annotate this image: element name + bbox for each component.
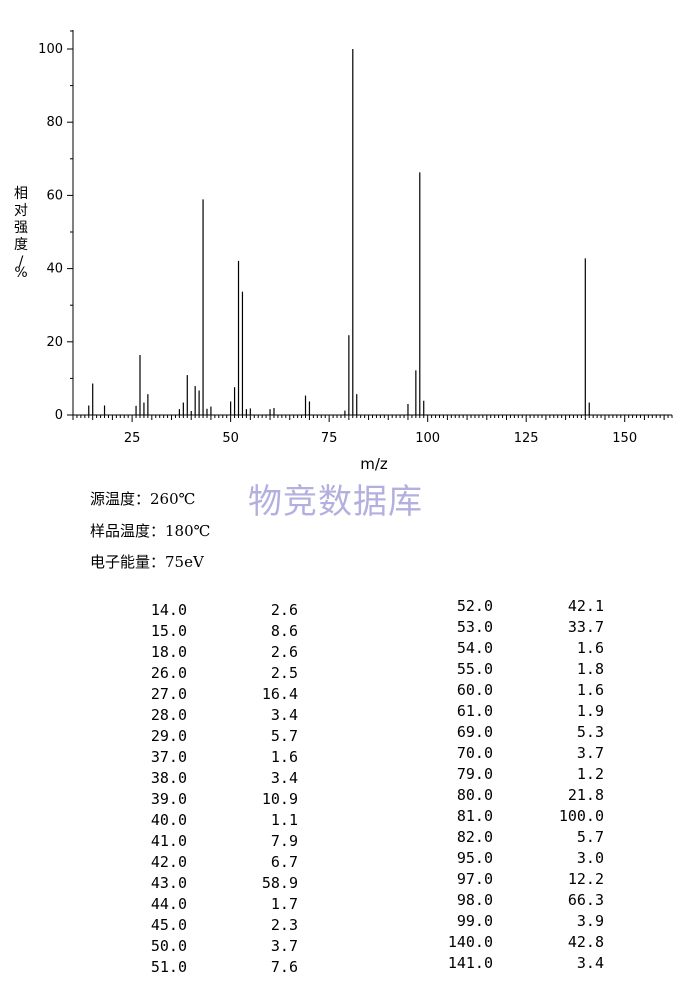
mz-value: 18.0: [150, 643, 187, 661]
x-tick-label: 25: [124, 431, 141, 446]
x-tick-label: 75: [321, 431, 338, 446]
intensity-value: 3.4: [576, 954, 604, 972]
mz-value: 14.0: [150, 601, 187, 619]
mz-value: 97.0: [456, 870, 493, 888]
intensity-value: 7.9: [270, 832, 298, 850]
intensity-value: 5.7: [576, 828, 604, 846]
electron-energy: 电子能量：75eV: [90, 553, 204, 571]
mz-value: 80.0: [456, 786, 493, 804]
y-tick-label: 20: [46, 335, 63, 350]
mz-value: 37.0: [150, 748, 187, 766]
x-tick-label: 100: [415, 431, 440, 446]
mz-value: 50.0: [150, 937, 187, 955]
mz-value: 15.0: [150, 622, 187, 640]
intensity-value: 1.8: [576, 660, 604, 678]
intensity-value: 2.5: [270, 664, 298, 682]
intensity-value: 2.3: [270, 916, 298, 934]
mz-value: 43.0: [150, 874, 187, 892]
x-tick-label: 50: [222, 431, 239, 446]
y-tick-label: 40: [46, 262, 63, 277]
intensity-value: 1.1: [270, 811, 298, 829]
mz-value: 61.0: [456, 702, 493, 720]
peak-bars: [88, 49, 590, 415]
intensity-value: 3.9: [576, 912, 604, 930]
y-tick-label: 60: [46, 188, 63, 203]
intensity-value: 8.6: [270, 622, 298, 640]
mz-value: 44.0: [150, 895, 187, 913]
intensity-value: 2.6: [270, 643, 298, 661]
intensity-value: 3.7: [576, 744, 604, 762]
watermark-text: 物竞数据库: [248, 482, 423, 522]
mz-value: 27.0: [150, 685, 187, 703]
mz-value: 95.0: [456, 849, 493, 867]
intensity-value: 2.6: [270, 601, 298, 619]
y-tick-label: 0: [55, 408, 63, 423]
intensity-value: 12.2: [567, 870, 604, 888]
mz-value: 141.0: [447, 954, 493, 972]
mz-value: 79.0: [456, 765, 493, 783]
mz-value: 99.0: [456, 912, 493, 930]
mz-value: 81.0: [456, 807, 493, 825]
mz-value: 45.0: [150, 916, 187, 934]
intensity-value: 16.4: [261, 685, 298, 703]
mz-value: 60.0: [456, 681, 493, 699]
intensity-value: 1.7: [270, 895, 298, 913]
intensity-value: 1.6: [270, 748, 298, 766]
intensity-value: 7.6: [270, 958, 298, 976]
intensity-value: 100.0: [558, 807, 604, 825]
intensity-value: 42.8: [567, 933, 604, 951]
y-tick-label: 80: [46, 115, 63, 130]
intensity-value: 1.6: [576, 681, 604, 699]
mz-value: 98.0: [456, 891, 493, 909]
intensity-value: 3.7: [270, 937, 298, 955]
intensity-value: 6.7: [270, 853, 298, 871]
intensity-value: 3.4: [270, 769, 298, 787]
intensity-value: 42.1: [567, 597, 604, 615]
mz-value: 40.0: [150, 811, 187, 829]
x-axis-label: m/z: [360, 455, 388, 473]
intensity-value: 66.3: [567, 891, 604, 909]
mz-value: 39.0: [150, 790, 187, 808]
y-tick-label: 100: [38, 42, 63, 57]
sample-temperature: 样品温度：180℃: [90, 522, 211, 540]
y-axis-label: 相对强度/%: [14, 186, 28, 281]
intensity-value: 3.4: [270, 706, 298, 724]
intensity-value: 21.8: [567, 786, 604, 804]
mz-value: 26.0: [150, 664, 187, 682]
mz-value: 53.0: [456, 618, 493, 636]
intensity-value: 1.6: [576, 639, 604, 657]
mz-value: 41.0: [150, 832, 187, 850]
mz-value: 55.0: [456, 660, 493, 678]
intensity-value: 1.2: [576, 765, 604, 783]
mz-value: 51.0: [150, 958, 187, 976]
x-axis: 25 50 75 100 125 150: [72, 414, 673, 446]
y-axis: 0 20 40 60 80 100: [38, 30, 74, 423]
mz-value: 42.0: [150, 853, 187, 871]
intensity-value: 10.9: [261, 790, 298, 808]
source-temperature: 源温度：260℃: [90, 490, 196, 508]
intensity-value: 1.9: [576, 702, 604, 720]
intensity-value: 3.0: [576, 849, 604, 867]
intensity-value: 5.7: [270, 727, 298, 745]
intensity-value: 5.3: [576, 723, 604, 741]
mz-value: 28.0: [150, 706, 187, 724]
intensity-value: 33.7: [567, 618, 604, 636]
mz-value: 82.0: [456, 828, 493, 846]
mz-value: 38.0: [150, 769, 187, 787]
mz-value: 29.0: [150, 727, 187, 745]
mz-value: 52.0: [456, 597, 493, 615]
mz-value: 69.0: [456, 723, 493, 741]
mass-spectrum-chart: 0 20 40 60 80 100 25 50 75 100 125 150 m/z 相对强度/%: [14, 30, 673, 473]
mz-value: 70.0: [456, 744, 493, 762]
mz-value: 54.0: [456, 639, 493, 657]
x-tick-label: 150: [612, 431, 637, 446]
intensity-value: 58.9: [261, 874, 298, 892]
mz-value: 140.0: [447, 933, 493, 951]
x-tick-label: 125: [514, 431, 539, 446]
